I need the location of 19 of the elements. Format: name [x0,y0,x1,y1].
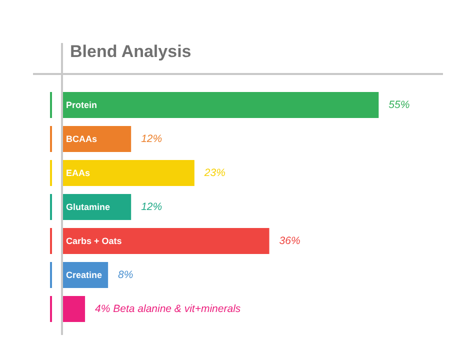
bar [62,126,132,152]
data-label: 8% [118,269,134,281]
y-tick-label: BCAAs [66,134,98,144]
bar [62,228,270,254]
bar [62,296,86,322]
y-tick-label: Glutamine [66,202,110,212]
text: 4% Beta alanine & vit+minerals [95,303,241,315]
bar [62,92,379,118]
data-label: 36% [279,235,300,247]
data-label: 23% [203,167,226,179]
bar [62,160,194,186]
data-label: 12% [141,133,162,145]
chart-title: Blend Analysis [70,42,192,61]
y-tick-label: Carbs + Oats [66,236,122,246]
data-label: 12% [141,201,162,213]
y-tick-label: EAAs [66,168,90,178]
y-tick-label: Creatine [66,270,102,280]
data-label: 55% [388,99,410,111]
y-tick-label: Protein [66,100,98,110]
